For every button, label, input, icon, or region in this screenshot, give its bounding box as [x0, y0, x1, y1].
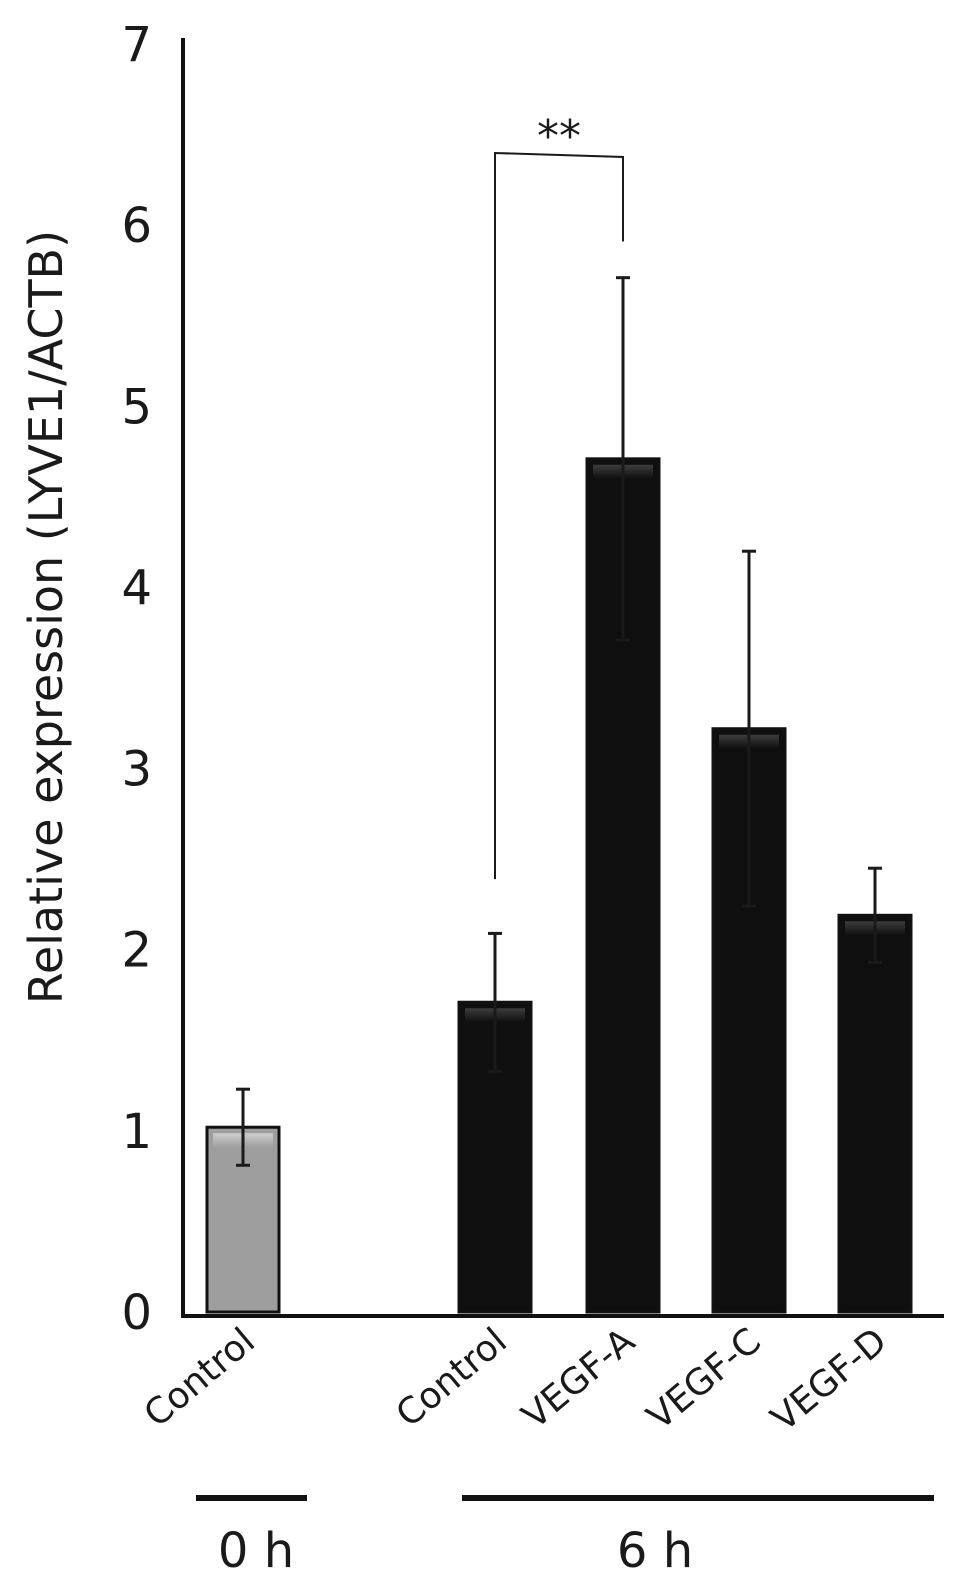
error-bars — [236, 276, 882, 1167]
significance-line-0 — [494, 151, 624, 880]
y-tick-label-4: 4 — [121, 560, 152, 616]
y-tick-label-6: 6 — [121, 198, 152, 254]
y-axis-title: Relative expression (LYVE1/ACTB) — [19, 230, 73, 1004]
category-label-2: VEGF-A — [515, 1320, 643, 1437]
category-label-0: Control — [137, 1320, 263, 1435]
y-tick-label-3: 3 — [121, 742, 152, 798]
group-label-0: 0 h — [218, 1523, 294, 1579]
y-tick-label-7: 7 — [121, 17, 152, 73]
bars — [205, 457, 913, 1314]
y-tick-label-2: 2 — [121, 923, 152, 979]
error-bar-1 — [488, 931, 502, 1073]
bar-4 — [837, 913, 913, 1314]
significance-bracket: ** — [494, 111, 624, 880]
category-label-1: Control — [389, 1320, 515, 1435]
error-bar-2 — [616, 276, 630, 642]
y-tick-label-5: 5 — [121, 379, 152, 435]
error-bar-4 — [868, 866, 882, 964]
category-label-4: VEGF-D — [764, 1320, 895, 1439]
y-axis-ticks: 0 1 2 3 4 5 6 7 — [121, 17, 152, 1341]
significance-label-0: ** — [537, 111, 581, 162]
y-tick-label-1: 1 — [121, 1104, 152, 1160]
category-label-3: VEGF-C — [640, 1320, 769, 1438]
error-bar-3 — [742, 549, 756, 908]
group-label-1: 6 h — [617, 1523, 693, 1579]
group-labels: 0 h 6 h — [196, 1495, 934, 1579]
y-tick-label-0: 0 — [121, 1285, 152, 1341]
error-bar-0 — [236, 1087, 250, 1167]
